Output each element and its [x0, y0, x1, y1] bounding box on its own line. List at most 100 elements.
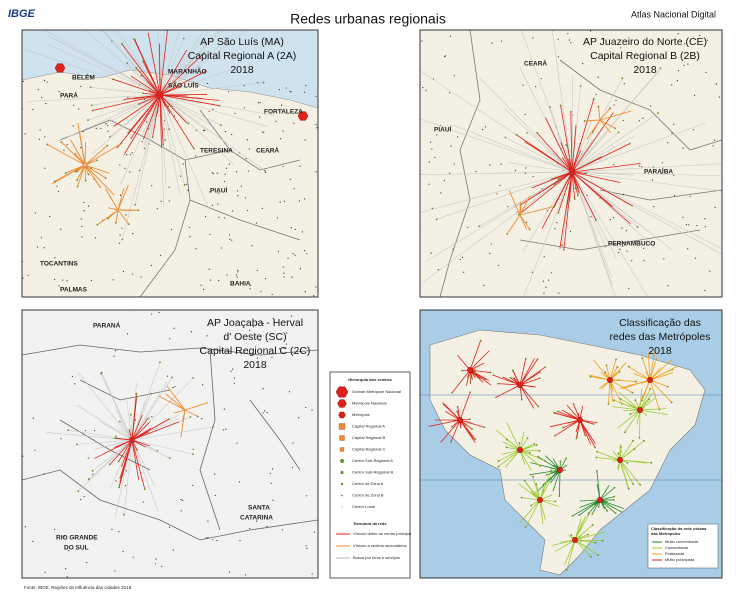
- town: [203, 51, 206, 54]
- town: [124, 484, 126, 487]
- link: [87, 94, 161, 121]
- town: [282, 266, 285, 268]
- town: [150, 392, 152, 395]
- town: [54, 528, 56, 531]
- town: [456, 136, 459, 138]
- map-panel: [409, 30, 722, 297]
- town: [293, 188, 295, 190]
- link: [507, 162, 573, 173]
- town: [590, 216, 592, 218]
- town: [113, 355, 115, 357]
- link: [139, 94, 161, 105]
- town: [249, 527, 251, 530]
- town: [93, 429, 96, 432]
- town: [126, 154, 128, 156]
- town: [118, 486, 120, 489]
- town: [641, 399, 643, 402]
- link: [579, 499, 601, 516]
- town: [119, 476, 122, 479]
- town: [641, 357, 644, 360]
- town: [100, 127, 102, 129]
- town: [209, 233, 211, 235]
- link: [613, 399, 641, 411]
- town: [222, 429, 224, 431]
- town: [271, 468, 274, 470]
- link: [571, 125, 577, 173]
- link: [158, 395, 186, 411]
- town: [461, 369, 463, 372]
- place: PIAUÍ: [210, 186, 228, 195]
- town: [699, 34, 701, 37]
- town: [249, 353, 251, 355]
- link: [457, 354, 471, 371]
- town: [251, 245, 253, 247]
- town: [586, 194, 588, 197]
- town: [212, 108, 214, 110]
- town: [243, 107, 245, 109]
- town: [136, 449, 139, 451]
- town: [435, 218, 438, 221]
- town: [80, 218, 82, 220]
- town: [696, 224, 698, 227]
- town: [41, 96, 43, 98]
- town: [631, 204, 634, 207]
- link: [78, 372, 133, 441]
- town: [188, 226, 190, 229]
- town: [83, 201, 85, 204]
- link: [469, 340, 482, 371]
- town: [291, 466, 294, 469]
- link: [599, 110, 632, 121]
- link: [519, 195, 531, 216]
- link: [105, 94, 161, 124]
- link: [92, 94, 161, 111]
- link: [624, 409, 641, 433]
- link: [159, 30, 205, 96]
- town: [449, 92, 451, 94]
- link: [571, 171, 722, 177]
- town: [428, 183, 430, 185]
- town: [632, 483, 635, 485]
- town: [643, 439, 645, 442]
- town: [506, 233, 509, 235]
- town: [257, 101, 259, 104]
- link: [571, 171, 606, 247]
- town: [97, 23, 99, 25]
- legend-heading: Hierarquia dos centros: [348, 377, 392, 382]
- city-symbol: [340, 459, 344, 463]
- town: [190, 331, 192, 333]
- town: [90, 279, 92, 282]
- town: [275, 120, 277, 122]
- town: [632, 439, 634, 442]
- town: [76, 443, 78, 446]
- town: [592, 97, 595, 100]
- link: [498, 449, 521, 467]
- town: [135, 397, 138, 399]
- link: [560, 141, 573, 173]
- town: [261, 131, 264, 133]
- town: [73, 104, 75, 106]
- town: [285, 87, 287, 89]
- town: [594, 504, 597, 506]
- link: [609, 379, 633, 393]
- town: [409, 214, 411, 216]
- town: [520, 496, 523, 499]
- link: [65, 164, 86, 174]
- town: [515, 133, 518, 136]
- town: [162, 143, 165, 146]
- link: [180, 409, 186, 438]
- city-symbol: [646, 377, 654, 383]
- town: [228, 91, 230, 93]
- town: [202, 288, 205, 291]
- town: [170, 376, 173, 379]
- town: [449, 35, 452, 37]
- town: [301, 231, 304, 233]
- town: [597, 506, 600, 508]
- town: [214, 473, 216, 475]
- town: [615, 358, 617, 361]
- town: [565, 457, 568, 460]
- link: [159, 94, 195, 149]
- link: [131, 426, 214, 441]
- town: [595, 93, 597, 96]
- town: [232, 368, 234, 370]
- town: [32, 417, 34, 419]
